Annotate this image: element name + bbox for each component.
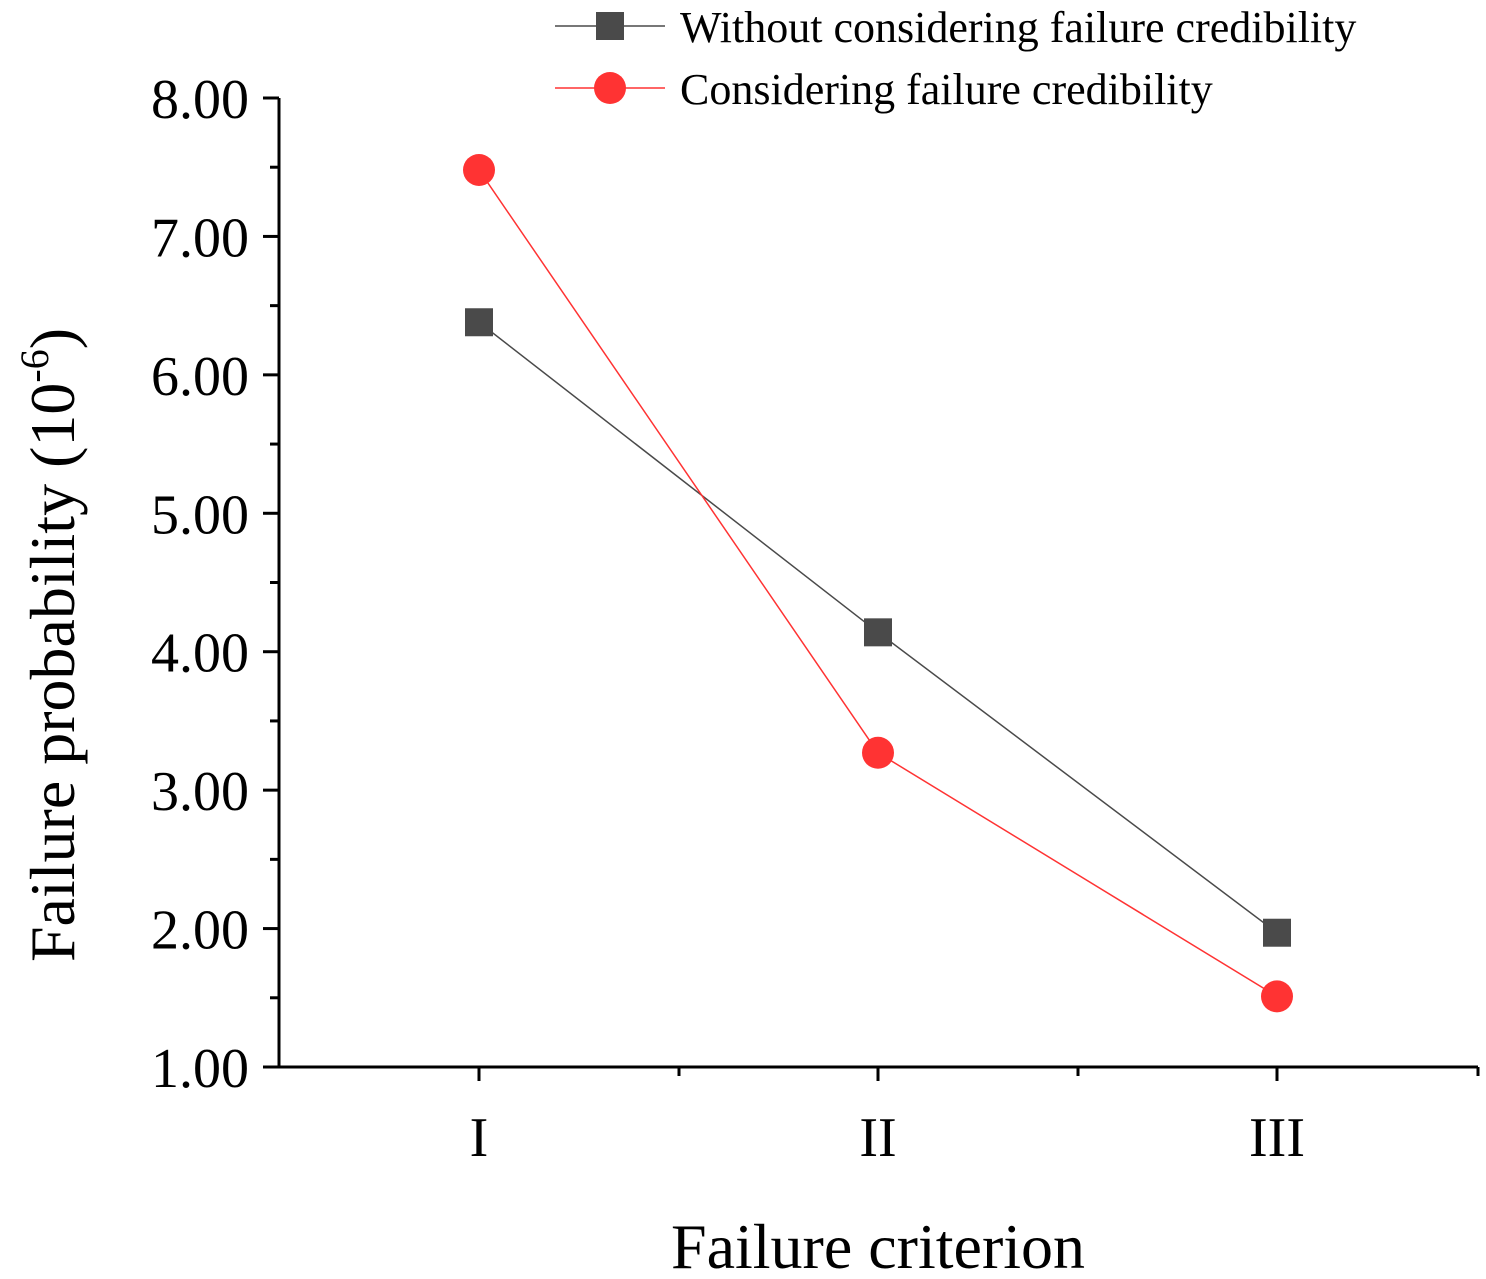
y-tick-label: 4.00 [151,623,249,685]
legend-square-marker [596,12,624,40]
legend: Without considering failure credibility … [555,3,1356,114]
legend-label-series-1: Without considering failure credibility [680,3,1356,52]
y-axis-title-exponent: -6 [12,349,57,382]
series-line-2 [478,169,1278,998]
square-data-point [1263,918,1291,947]
y-tick-label: 2.00 [151,900,249,962]
y-tick-label: 7.00 [151,207,249,269]
x-tick-label: III [1249,1107,1305,1169]
x-tick-label: II [859,1107,896,1169]
y-tick-label: 3.00 [151,761,249,823]
y-axis-title-main: Failure probability (10 [17,383,88,962]
y-tick-label: 1.00 [151,1038,249,1100]
legend-label-series-2: Considering failure credibility [680,65,1213,114]
square-data-point [465,308,493,337]
y-axis-title-close: ) [17,328,88,349]
y-tick-label: 6.00 [151,346,249,408]
y-tick-label: 8.00 [151,69,249,131]
legend-circle-marker [594,72,626,104]
y-axis-title: Failure probability (10-6) [12,328,88,962]
circle-data-point [862,736,894,769]
x-tick-label: I [470,1107,489,1169]
square-data-point [864,618,892,647]
y-tick-label: 5.00 [151,484,249,546]
circle-data-point [463,153,495,186]
x-axis-title: Failure criterion [671,1211,1085,1279]
circle-data-point [1261,980,1293,1013]
